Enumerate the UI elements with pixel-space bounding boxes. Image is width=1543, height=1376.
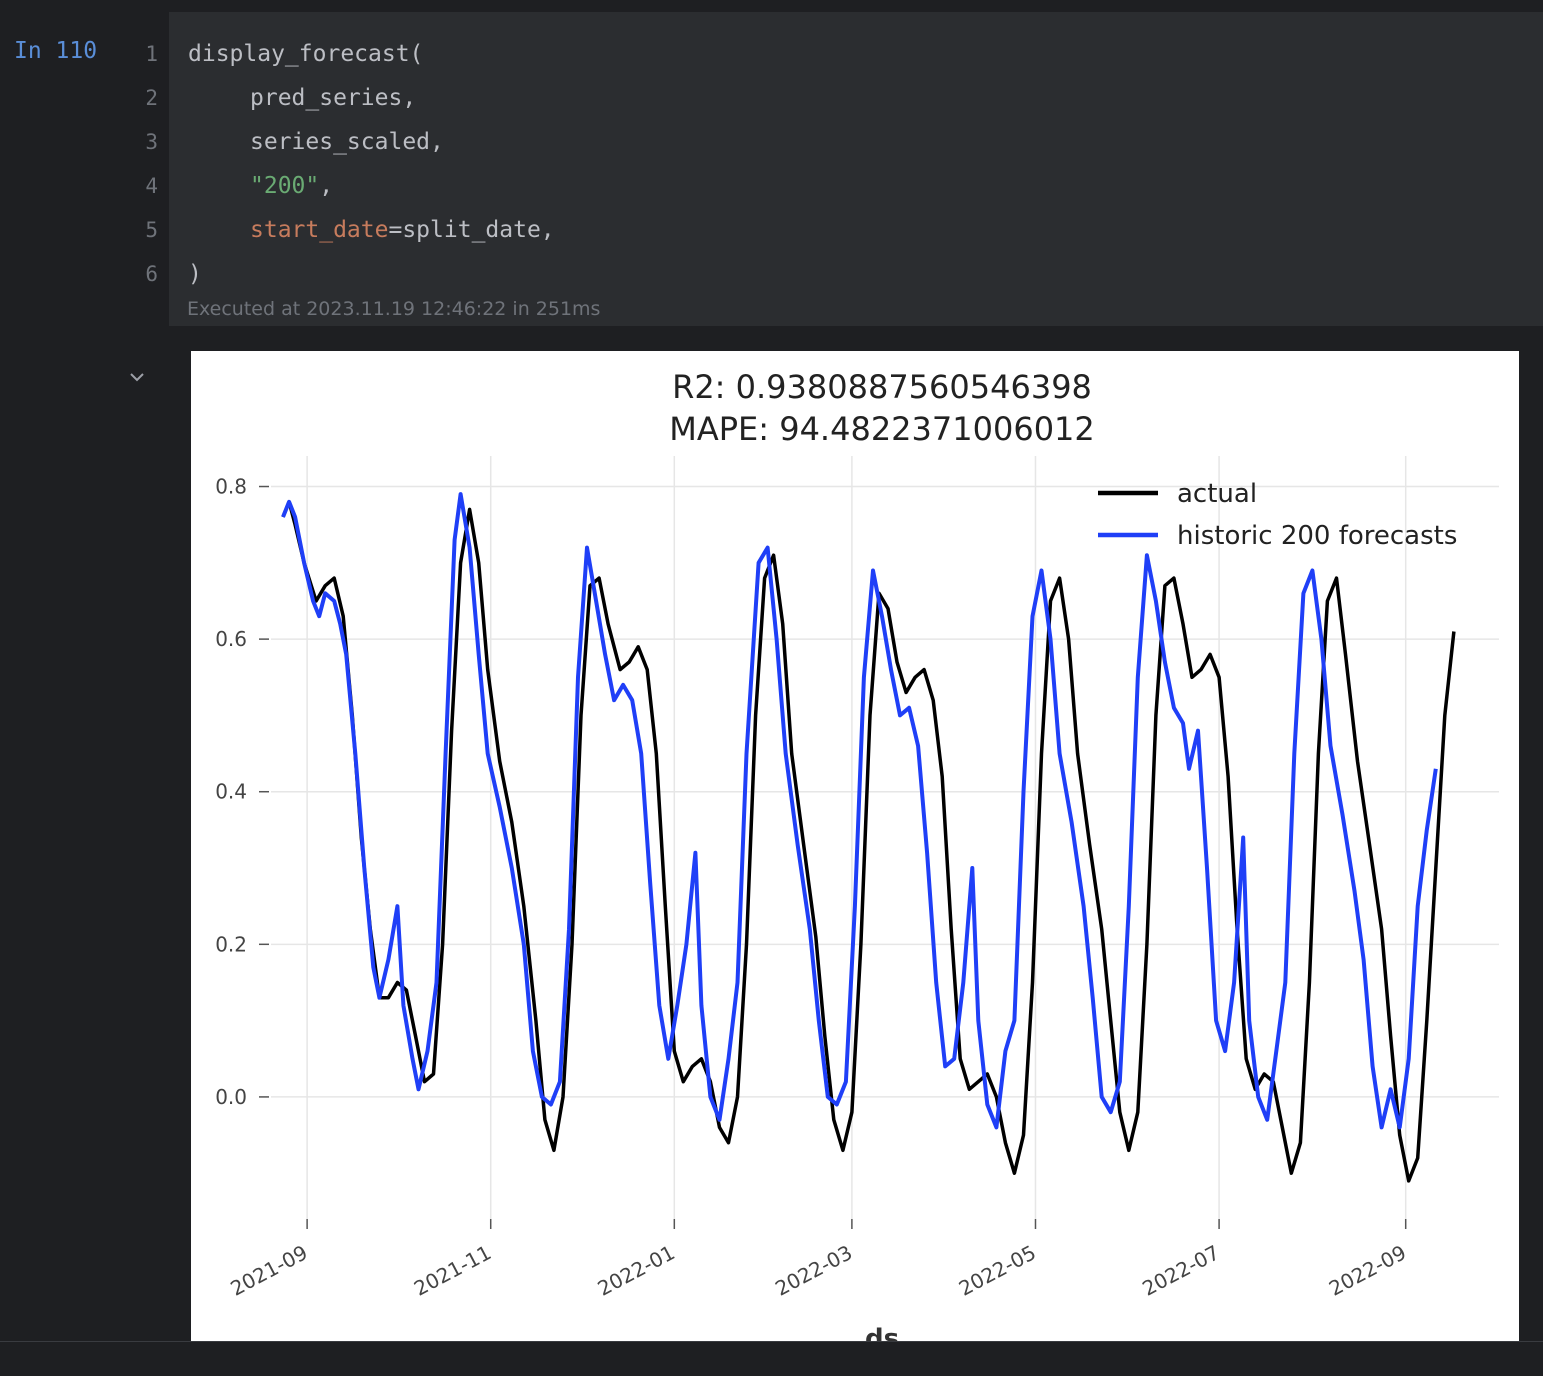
line-number: 2 <box>145 86 158 110</box>
code-line-5[interactable]: start_date=split_date, <box>250 214 555 258</box>
line-number: 5 <box>145 218 158 242</box>
code-token: =split_date, <box>388 217 555 243</box>
y-tick-label: 0.6 <box>215 627 247 651</box>
chart-subtitle: MAPE: 94.4822371006012 <box>669 410 1095 448</box>
y-tick-label: 0.8 <box>215 475 247 499</box>
code-line-4[interactable]: "200", <box>250 170 333 214</box>
chevron-down-icon <box>130 373 144 382</box>
x-tick-label: 2022-09 <box>1325 1240 1410 1300</box>
execution-info: Executed at 2023.11.19 12:46:22 in 251ms <box>187 298 601 320</box>
series-line-actual <box>281 500 1456 1183</box>
keyword-argument: start_date <box>250 217 389 243</box>
forecast-chart: 0.0 0.2 0.4 0.6 0.8 2021-09 2021-11 2022-01 2022… <box>215 368 1499 1341</box>
code-line-6[interactable]: ) <box>188 258 202 302</box>
cell-prompt: In 110 <box>14 38 98 64</box>
chart-series <box>281 492 1456 1183</box>
x-tick-label: 2022-05 <box>955 1240 1040 1300</box>
series-line-forecast <box>281 492 1438 1130</box>
code-editor[interactable] <box>169 12 1543 326</box>
string-literal: "200" <box>250 173 320 199</box>
x-axis-label: ds <box>865 1324 899 1341</box>
x-tick-label: 2022-07 <box>1138 1240 1223 1300</box>
cell-output: 0.0 0.2 0.4 0.6 0.8 2021-09 2021-11 2022-01 2022… <box>191 351 1519 1341</box>
x-tick-label: 2021-11 <box>410 1240 495 1300</box>
top-strip <box>0 0 1543 12</box>
code-line-2[interactable]: pred_series, <box>250 82 416 126</box>
legend-label: actual <box>1177 479 1257 509</box>
line-number: 1 <box>145 42 158 66</box>
code-line-1[interactable]: display_forecast( <box>188 38 423 82</box>
chart-axes: 0.0 0.2 0.4 0.6 0.8 2021-09 2021-11 2022-01 2022… <box>215 475 1410 1301</box>
x-tick-label: 2021-09 <box>226 1240 311 1300</box>
code-token: pred_series, <box>250 85 417 111</box>
x-tick-label: 2022-03 <box>771 1240 856 1300</box>
code-token: display_forecast( <box>188 41 424 67</box>
legend-label: historic 200 forecasts <box>1177 521 1457 551</box>
y-tick-label: 0.4 <box>215 780 247 804</box>
bottom-bar <box>0 1341 1543 1376</box>
chart-legend: actual historic 200 forecasts <box>1098 479 1457 551</box>
collapse-output-button[interactable] <box>126 366 148 388</box>
code-token: series_scaled, <box>250 129 444 155</box>
code-line-3[interactable]: series_scaled, <box>250 126 444 170</box>
code-token: , <box>319 173 334 199</box>
code-token: ) <box>188 261 202 287</box>
x-tick-label: 2022-01 <box>594 1240 679 1300</box>
line-number: 3 <box>145 130 158 154</box>
line-number: 6 <box>145 262 158 286</box>
chart-title: R2: 0.9380887560546398 <box>672 368 1092 406</box>
y-tick-label: 0.2 <box>215 932 247 956</box>
line-number: 4 <box>145 174 158 198</box>
y-tick-label: 0.0 <box>215 1085 247 1109</box>
